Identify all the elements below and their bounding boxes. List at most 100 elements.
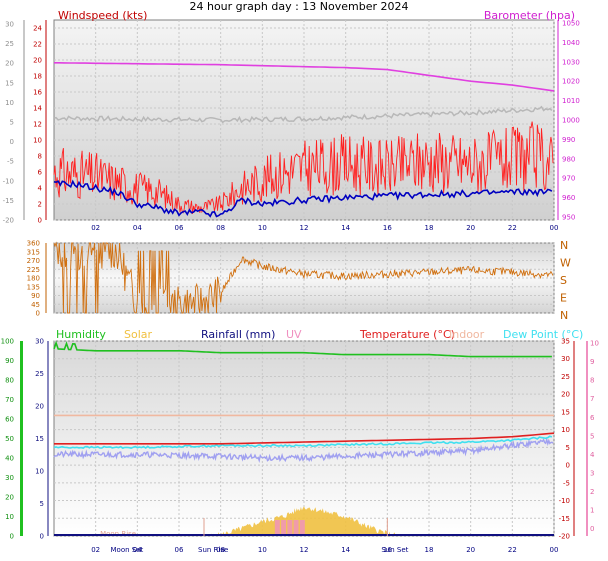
y-humidity-tick: 0 bbox=[10, 533, 14, 541]
average-wind-line bbox=[53, 179, 553, 218]
y-uv-tick: 4 bbox=[590, 451, 595, 459]
x-tick-label: 14 bbox=[341, 546, 350, 554]
y-left-tick: 45 bbox=[31, 301, 40, 309]
legend-entry: UV bbox=[286, 328, 302, 341]
y-left-tick: 20 bbox=[33, 57, 42, 65]
temperature-ghost-line bbox=[53, 105, 553, 124]
x-tick-label: 22 bbox=[508, 546, 517, 554]
humidity-line bbox=[53, 340, 552, 358]
y-humidity-tick: 10 bbox=[5, 513, 14, 521]
y-uv-tick: 8 bbox=[590, 377, 594, 385]
baro-axis-label: Barometer (hpa) bbox=[484, 9, 575, 22]
x-tick-label: 00 bbox=[550, 546, 559, 554]
y-right-tick: 15 bbox=[561, 408, 570, 416]
y-right-tick: 5 bbox=[566, 444, 570, 452]
y-left-tick: 6 bbox=[38, 169, 43, 177]
y-left-tick: 180 bbox=[27, 275, 40, 283]
y-left-tick: 18 bbox=[33, 73, 42, 81]
y-right-tick: 10 bbox=[561, 426, 570, 434]
x-tick-label: 08 bbox=[216, 224, 225, 232]
y-left-tick: 10 bbox=[33, 137, 42, 145]
y-uv-tick: 0 bbox=[590, 525, 594, 533]
y-left-tick: 2 bbox=[38, 201, 42, 209]
barometer-line bbox=[54, 62, 555, 92]
temperature-line bbox=[54, 432, 555, 445]
y-uv-tick: 5 bbox=[590, 432, 594, 440]
uv-axis-bar bbox=[586, 341, 588, 536]
y-outer-tick: 5 bbox=[10, 119, 14, 127]
y-right-tick: -20 bbox=[559, 533, 570, 541]
y-right-tick: 990 bbox=[562, 136, 575, 144]
y-right-tick: 1000 bbox=[562, 117, 580, 125]
y-uv-tick: 3 bbox=[590, 470, 594, 478]
y-right-tick: 30 bbox=[561, 355, 570, 363]
y-right-tick: 1010 bbox=[562, 97, 580, 105]
y-left-tick: 14 bbox=[33, 105, 42, 113]
x-tick-label: 18 bbox=[425, 546, 434, 554]
y-left-tick: 0 bbox=[38, 217, 42, 225]
compass-label: W bbox=[560, 257, 571, 270]
y-left-tick: 12 bbox=[33, 121, 42, 129]
y-left-tick: 90 bbox=[31, 292, 40, 300]
y-outer-tick: 15 bbox=[5, 79, 14, 87]
humidity-axis-bar bbox=[20, 341, 23, 536]
y-right-tick: 20 bbox=[561, 391, 570, 399]
y-rain-tick: 25 bbox=[35, 370, 44, 378]
y-left-tick: 0 bbox=[36, 310, 40, 318]
y-outer-tick: -5 bbox=[7, 158, 14, 166]
y-right-tick: -5 bbox=[563, 479, 570, 487]
y-right-tick: 1050 bbox=[562, 20, 580, 28]
legend-entry: Indoor bbox=[449, 328, 485, 341]
y-right-tick: 0 bbox=[566, 462, 570, 470]
legend-entry: Solar bbox=[124, 328, 153, 341]
y-right-tick: 970 bbox=[562, 175, 575, 183]
y-right-tick: -10 bbox=[559, 497, 570, 505]
x-tick-label: 08 bbox=[216, 546, 225, 554]
y-left-tick: 360 bbox=[27, 240, 40, 248]
y-left-tick: 24 bbox=[33, 25, 42, 33]
y-humidity-tick: 30 bbox=[5, 474, 14, 482]
x-tick-label: 16 bbox=[383, 224, 392, 232]
uv-bar bbox=[274, 520, 280, 536]
y-left-tick: 225 bbox=[27, 266, 40, 274]
x-tick-label: 02 bbox=[91, 546, 100, 554]
uv-bar bbox=[299, 520, 305, 536]
y-rain-tick: 30 bbox=[35, 338, 44, 346]
uv-bar bbox=[281, 520, 287, 536]
x-tick-label: 02 bbox=[91, 224, 100, 232]
y-outer-tick: 20 bbox=[5, 60, 14, 68]
y-right-tick: 950 bbox=[562, 214, 575, 222]
x-tick-label: 04 bbox=[133, 546, 142, 554]
x-tick-label: 04 bbox=[133, 224, 142, 232]
y-outer-tick: 10 bbox=[5, 99, 14, 107]
x-tick-label: 16 bbox=[383, 546, 392, 554]
y-humidity-tick: 90 bbox=[5, 357, 14, 365]
y-outer-tick: -20 bbox=[3, 217, 14, 225]
wind-direction-line bbox=[53, 241, 554, 314]
x-tick-label: 06 bbox=[175, 224, 184, 232]
legend-entry: Humidity bbox=[56, 328, 106, 341]
y-right-tick: 980 bbox=[562, 155, 575, 163]
compass-label: S bbox=[560, 274, 567, 287]
y-rain-tick: 10 bbox=[35, 468, 44, 476]
y-left-tick: 8 bbox=[38, 153, 42, 161]
y-uv-tick: 7 bbox=[590, 395, 594, 403]
uv-bar bbox=[287, 520, 293, 536]
y-uv-tick: 9 bbox=[590, 358, 594, 366]
windspeed-line bbox=[53, 121, 554, 215]
x-tick-label: 18 bbox=[425, 224, 434, 232]
y-outer-tick: -10 bbox=[3, 177, 14, 185]
y-right-tick: 960 bbox=[562, 194, 575, 202]
y-uv-tick: 6 bbox=[590, 414, 595, 422]
legend-entry: Rainfall (mm) bbox=[201, 328, 275, 341]
compass-label: E bbox=[560, 292, 567, 305]
event-label: Moon Set bbox=[111, 546, 144, 554]
y-outer-tick: 0 bbox=[10, 138, 14, 146]
y-right-tick: 1040 bbox=[562, 39, 580, 47]
x-tick-label: 14 bbox=[341, 224, 350, 232]
event-label: Sun Rise bbox=[198, 546, 228, 554]
y-humidity-tick: 80 bbox=[5, 377, 14, 385]
chart-title: 24 hour graph day : 13 November 2024 bbox=[189, 0, 408, 13]
y-uv-tick: 2 bbox=[590, 488, 594, 496]
y-left-tick: 4 bbox=[38, 185, 43, 193]
